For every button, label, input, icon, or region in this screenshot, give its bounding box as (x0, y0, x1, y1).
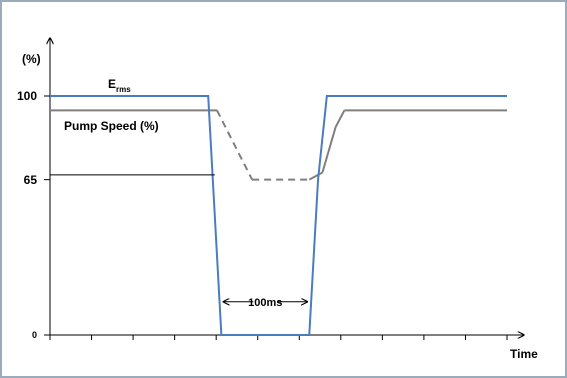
x-axis-label: Time (510, 347, 538, 361)
y-axis-label: (%) (22, 52, 41, 66)
erms-label-sub: rms (116, 85, 131, 94)
erms-series-line (50, 95, 507, 336)
y-tick-label: 65 (24, 173, 38, 187)
pump-speed-series-segment (216, 109, 254, 181)
y-tick-label: 0 (32, 330, 37, 340)
interval-label: 100ms (248, 297, 282, 309)
pump-speed-series-segment (321, 126, 337, 173)
erms-label-main: E (108, 77, 116, 91)
pump-speed-series-label: Pump Speed (%) (64, 119, 159, 133)
pump-speed-series-segment (334, 109, 346, 128)
y-tick-label: 100 (17, 89, 37, 103)
erms-series-label: Erms (108, 77, 131, 94)
pump-speed-series-segment (308, 171, 323, 181)
